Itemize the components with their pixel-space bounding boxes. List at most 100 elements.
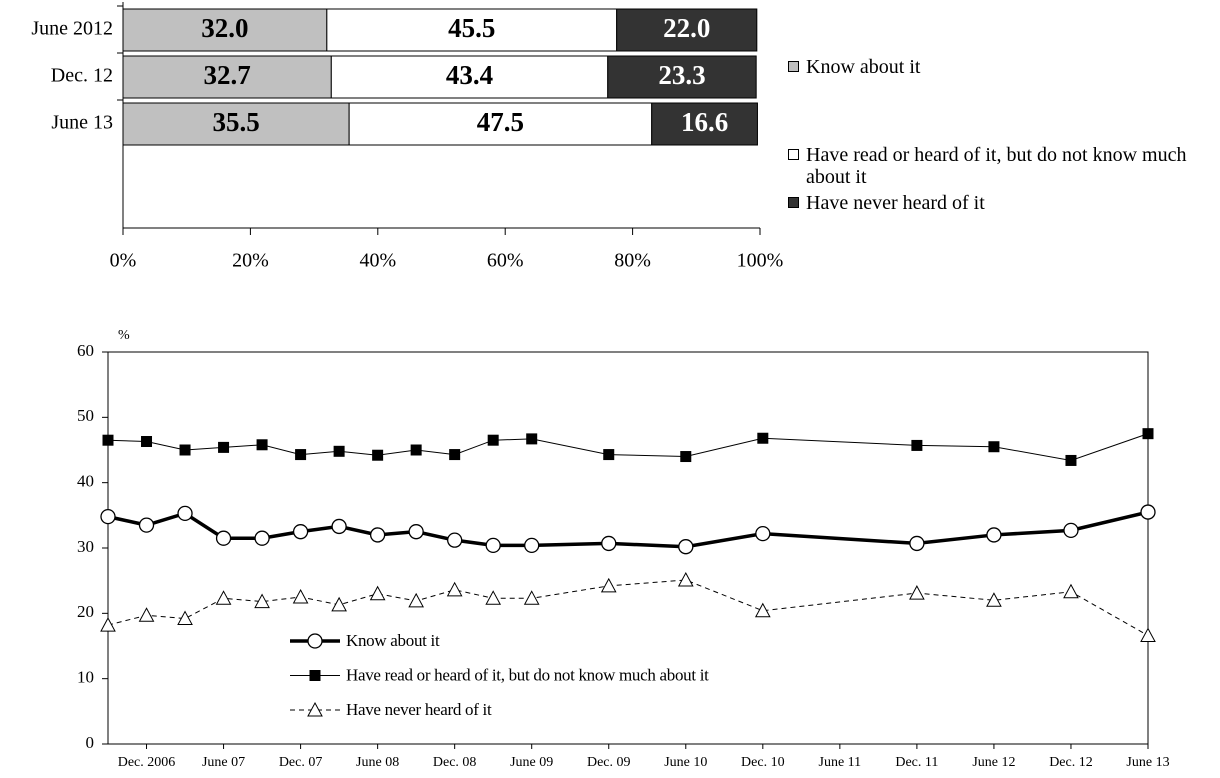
data-point: [600, 577, 617, 593]
y-tick-label: 50: [77, 406, 94, 425]
data-point: [410, 444, 422, 456]
bar-segment: [122, 8, 328, 52]
data-point: [601, 535, 617, 552]
data-point: [179, 444, 191, 456]
bar-segment: [651, 102, 758, 146]
legend-swatch: [788, 197, 799, 208]
x-tick-label: June 08: [356, 755, 399, 770]
data-point: [757, 432, 769, 444]
data-point: [1140, 627, 1156, 643]
x-tick-label: 100%: [737, 250, 784, 272]
data-label: 22.0: [663, 13, 710, 43]
x-tick-label: 0%: [110, 250, 137, 272]
bar-segment: [326, 8, 618, 52]
data-label: 32.0: [201, 13, 248, 43]
legend-label: Have never heard of it: [346, 700, 492, 719]
legend-swatch: [788, 61, 799, 72]
data-point: [1063, 522, 1079, 539]
data-point: [102, 434, 114, 446]
data-point: [369, 527, 386, 543]
x-tick-label: 40%: [359, 250, 396, 272]
y-tick-label: 30: [77, 537, 94, 556]
data-point: [177, 610, 193, 626]
y-tick-label: 20: [77, 602, 94, 621]
y-tick-label: 40: [77, 472, 94, 491]
data-point: [408, 524, 424, 540]
x-tick-label: June 10: [664, 755, 707, 770]
data-point: [909, 585, 925, 600]
data-point: [677, 571, 694, 587]
x-tick-label: Dec. 07: [279, 755, 323, 770]
data-point: [986, 592, 1002, 607]
x-tick-label: June 09: [510, 755, 553, 770]
legend-label: Have read or heard of it, but do not kno…: [346, 665, 709, 684]
data-point: [988, 441, 1000, 453]
data-point: [485, 537, 501, 554]
data-point: [1142, 428, 1154, 440]
data-point: [909, 535, 925, 552]
data-point: [1140, 504, 1156, 520]
data-point: [254, 530, 270, 546]
plot-frame: [107, 351, 1149, 745]
legend-label: Know about it: [346, 631, 440, 650]
data-point: [100, 617, 116, 632]
data-point: [1063, 583, 1079, 599]
x-tick-label: Dec. 2006: [118, 755, 176, 770]
data-point: [372, 449, 384, 461]
y-tick-label: 60: [77, 341, 94, 360]
data-point: [485, 590, 502, 605]
x-tick-label: Dec. 08: [433, 755, 477, 770]
bar-segment: [348, 102, 653, 146]
data-point: [487, 434, 499, 446]
data-point: [215, 530, 232, 546]
x-tick-label: 80%: [614, 250, 651, 272]
legend-marker: [309, 670, 321, 681]
legend-swatch: [788, 149, 799, 160]
x-tick-label: Dec. 09: [587, 755, 631, 770]
data-point: [524, 537, 540, 554]
data-label: 47.5: [477, 107, 524, 137]
data-point: [523, 590, 540, 605]
data-point: [292, 588, 309, 604]
data-label: 32.7: [204, 60, 251, 90]
legend-marker: [307, 701, 323, 717]
legend-item: Have never heard of it: [788, 192, 1218, 214]
x-tick-label: Dec. 11: [895, 755, 938, 770]
legend-label: Know about it: [806, 56, 921, 78]
data-point: [526, 433, 538, 445]
data-point: [256, 439, 268, 451]
bar-segment: [122, 55, 332, 99]
data-point: [177, 505, 193, 522]
legend-label: Have never heard of it: [806, 192, 985, 214]
data-point: [678, 539, 694, 555]
data-point: [408, 592, 424, 608]
y-tick-label: June 13: [51, 112, 113, 134]
data-label: 43.4: [446, 60, 493, 90]
data-point: [333, 445, 345, 457]
data-point: [911, 439, 923, 451]
x-tick-label: Dec. 10: [741, 755, 785, 770]
y-tick-label: 10: [77, 668, 94, 687]
data-point: [295, 449, 307, 461]
data-point: [292, 524, 309, 540]
data-point: [447, 532, 463, 548]
x-tick-label: Dec. 12: [1049, 755, 1093, 770]
x-tick-label: June 07: [202, 755, 245, 770]
bar-segment: [616, 8, 758, 52]
data-point: [331, 518, 347, 535]
data-point: [218, 441, 230, 453]
data-point: [369, 585, 386, 601]
x-tick-label: 20%: [232, 250, 269, 272]
data-point: [254, 593, 270, 609]
data-point: [141, 436, 153, 448]
legend-item: Know about it: [788, 56, 1218, 78]
data-point: [603, 449, 615, 461]
x-tick-label: 60%: [487, 250, 524, 272]
x-tick-label: June 13: [1126, 755, 1169, 770]
data-point: [331, 596, 347, 612]
legend-marker: [307, 633, 323, 649]
bar-segment: [607, 55, 757, 99]
bar-segment: [122, 102, 350, 146]
x-tick-label: June 12: [972, 755, 1015, 770]
